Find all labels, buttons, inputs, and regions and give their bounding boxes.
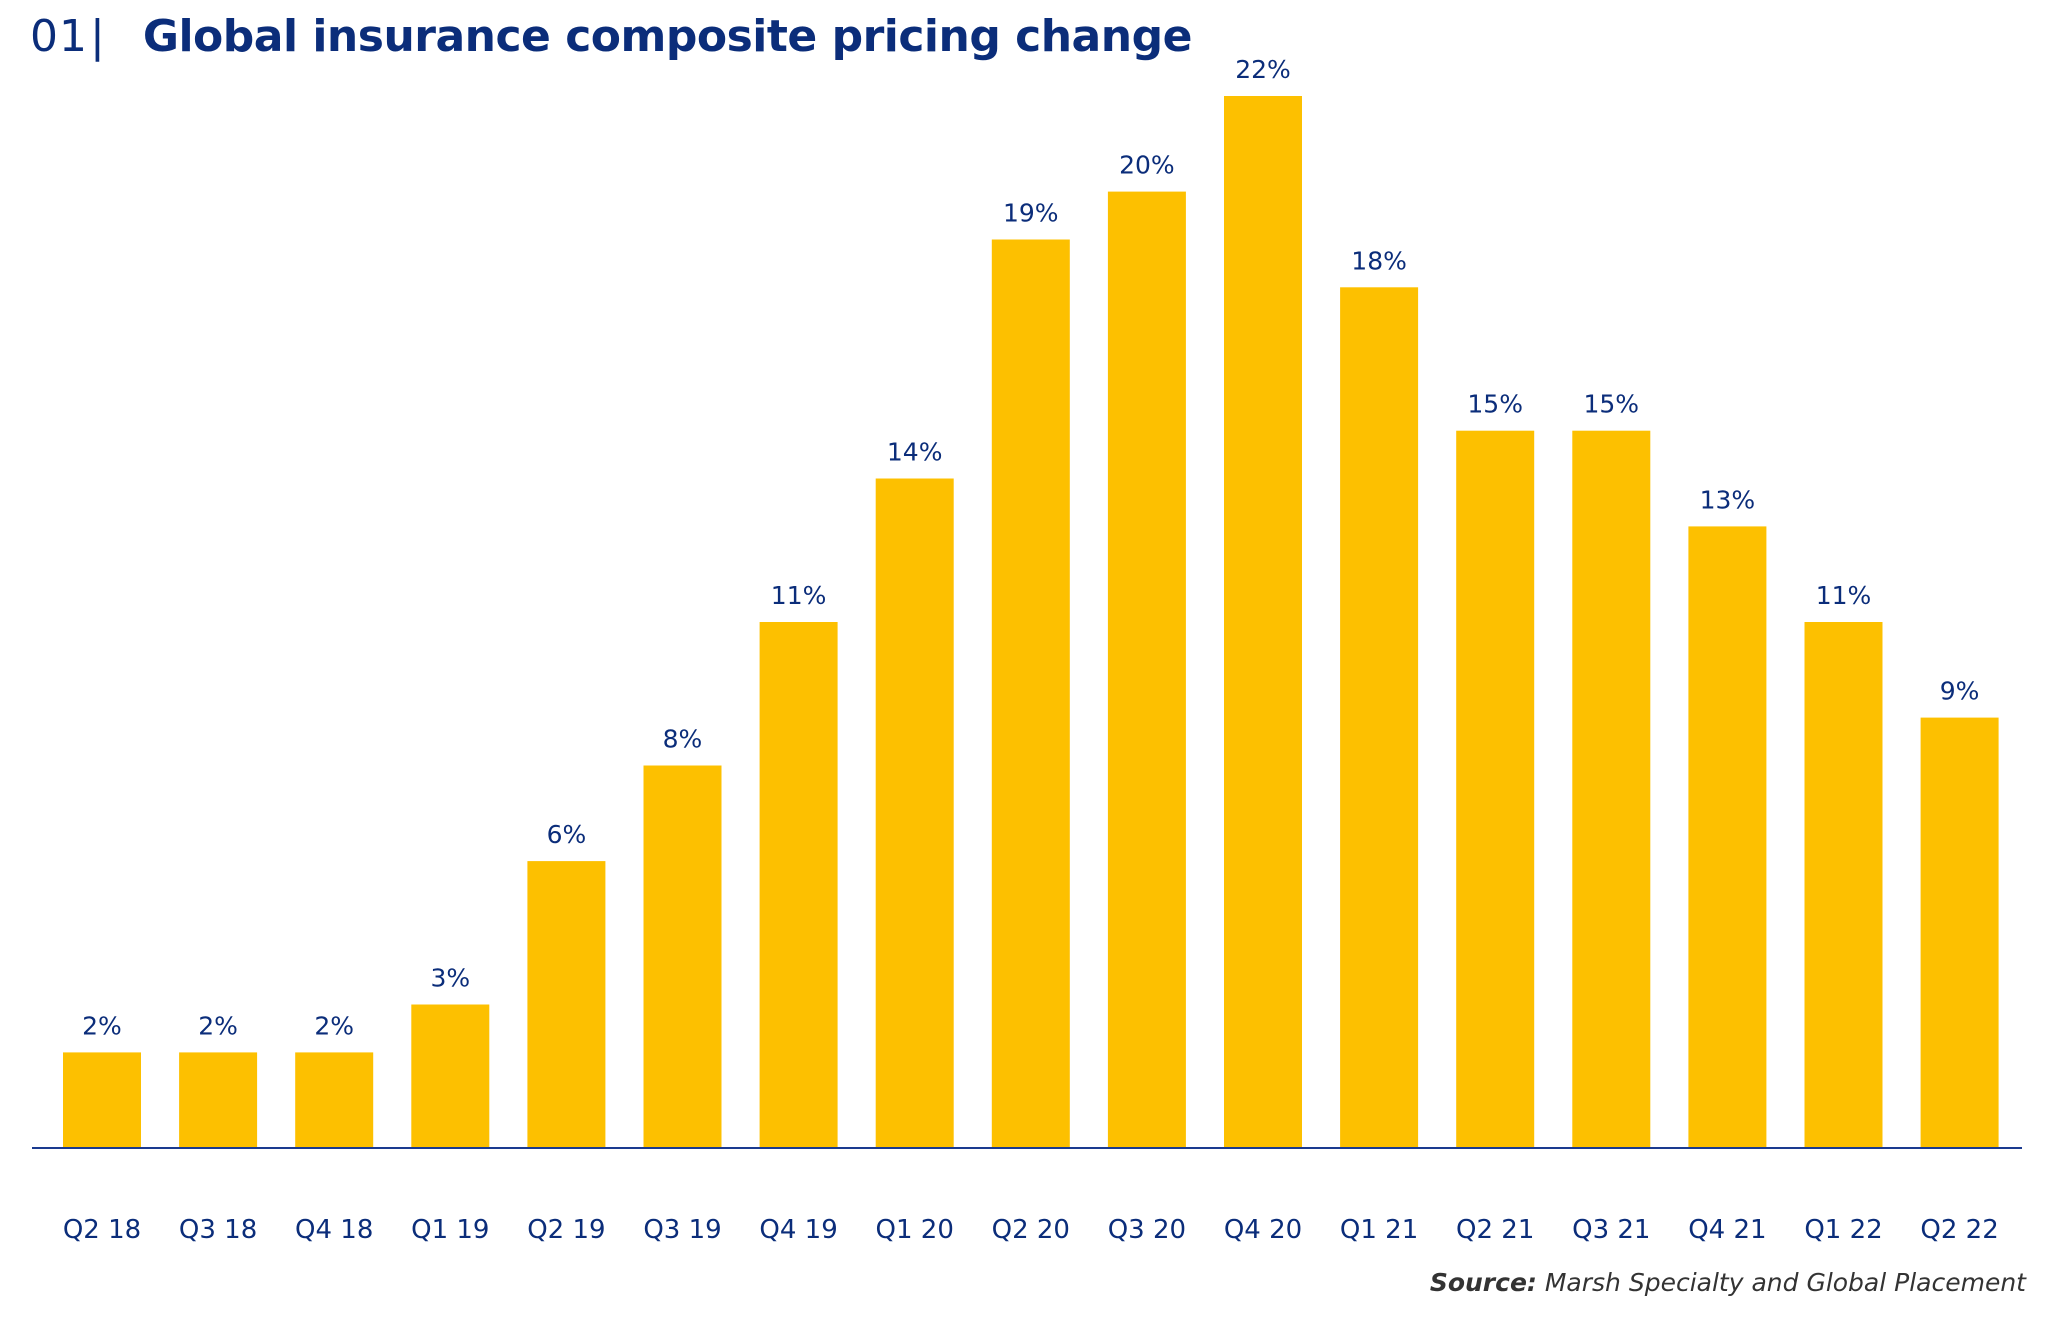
data-label: 2% (314, 1011, 354, 1040)
data-label: 11% (1816, 581, 1872, 610)
bar-q1-20 (875, 478, 954, 1148)
data-label: 3% (430, 964, 470, 993)
x-tick-label: Q2 22 (1920, 1215, 1998, 1245)
bar-q2-21 (1456, 430, 1535, 1148)
x-tick-label: Q2 20 (992, 1215, 1070, 1245)
bar-q2-22 (1920, 717, 1999, 1148)
data-label: 8% (663, 725, 703, 754)
bar-q2-18 (63, 1052, 141, 1148)
bar-q4-19 (759, 622, 838, 1148)
data-label: 2% (198, 1011, 238, 1040)
figure-number: 01 (30, 10, 88, 62)
bar-q2-19 (527, 861, 606, 1148)
bar-q3-21 (1572, 430, 1651, 1148)
bar-q1-19 (411, 1004, 490, 1148)
bar-q1-21 (1340, 287, 1419, 1148)
bar-q4-21 (1688, 526, 1767, 1148)
x-tick-label: Q1 20 (876, 1215, 954, 1245)
x-tick-label: Q3 18 (179, 1215, 257, 1245)
x-tick-label: Q2 18 (63, 1215, 141, 1245)
data-label: 22% (1235, 55, 1291, 84)
bar-q3-20 (1107, 191, 1186, 1149)
x-tick-label: Q3 19 (643, 1215, 721, 1245)
chart-title: Global insurance composite pricing chang… (142, 10, 1193, 62)
data-label: 14% (887, 438, 943, 467)
chart-header: 01 | Global insurance composite pricing … (30, 6, 1192, 66)
data-label: 9% (1940, 677, 1980, 706)
data-label: 19% (1003, 199, 1059, 228)
bar-q3-18 (179, 1052, 258, 1148)
x-tick-label: Q2 21 (1456, 1215, 1534, 1245)
x-tick-label: Q4 20 (1224, 1215, 1302, 1245)
x-tick-label: Q4 19 (759, 1215, 837, 1245)
x-tick-label: Q3 21 (1572, 1215, 1650, 1245)
bar-q1-22 (1804, 622, 1883, 1148)
data-label: 2% (82, 1011, 122, 1040)
figure-separator: | (90, 10, 105, 62)
data-label: 13% (1700, 485, 1756, 514)
data-label: 6% (547, 820, 587, 849)
x-tick-label: Q1 22 (1804, 1215, 1882, 1245)
source-label: Source: (1429, 1268, 1537, 1297)
data-label: 15% (1584, 390, 1640, 419)
bar-q4-18 (295, 1052, 374, 1148)
x-tick-label: Q4 18 (295, 1215, 373, 1245)
bar-q4-20 (1224, 96, 1302, 1148)
source-note: Source: Marsh Specialty and Global Place… (1430, 1268, 2026, 1297)
bar-q3-19 (643, 765, 722, 1148)
data-label: 11% (771, 581, 827, 610)
x-tick-label: Q4 21 (1688, 1215, 1766, 1245)
x-tick-label: Q3 20 (1108, 1215, 1186, 1245)
x-tick-label: Q2 19 (527, 1215, 605, 1245)
data-label: 20% (1119, 151, 1175, 180)
source-text: Marsh Specialty and Global Placement (1544, 1268, 2026, 1297)
x-tick-label: Q1 19 (411, 1215, 489, 1245)
x-tick-label: Q1 21 (1340, 1215, 1418, 1245)
data-label: 18% (1351, 246, 1407, 275)
data-label: 15% (1467, 390, 1523, 419)
bar-q2-20 (991, 239, 1070, 1148)
